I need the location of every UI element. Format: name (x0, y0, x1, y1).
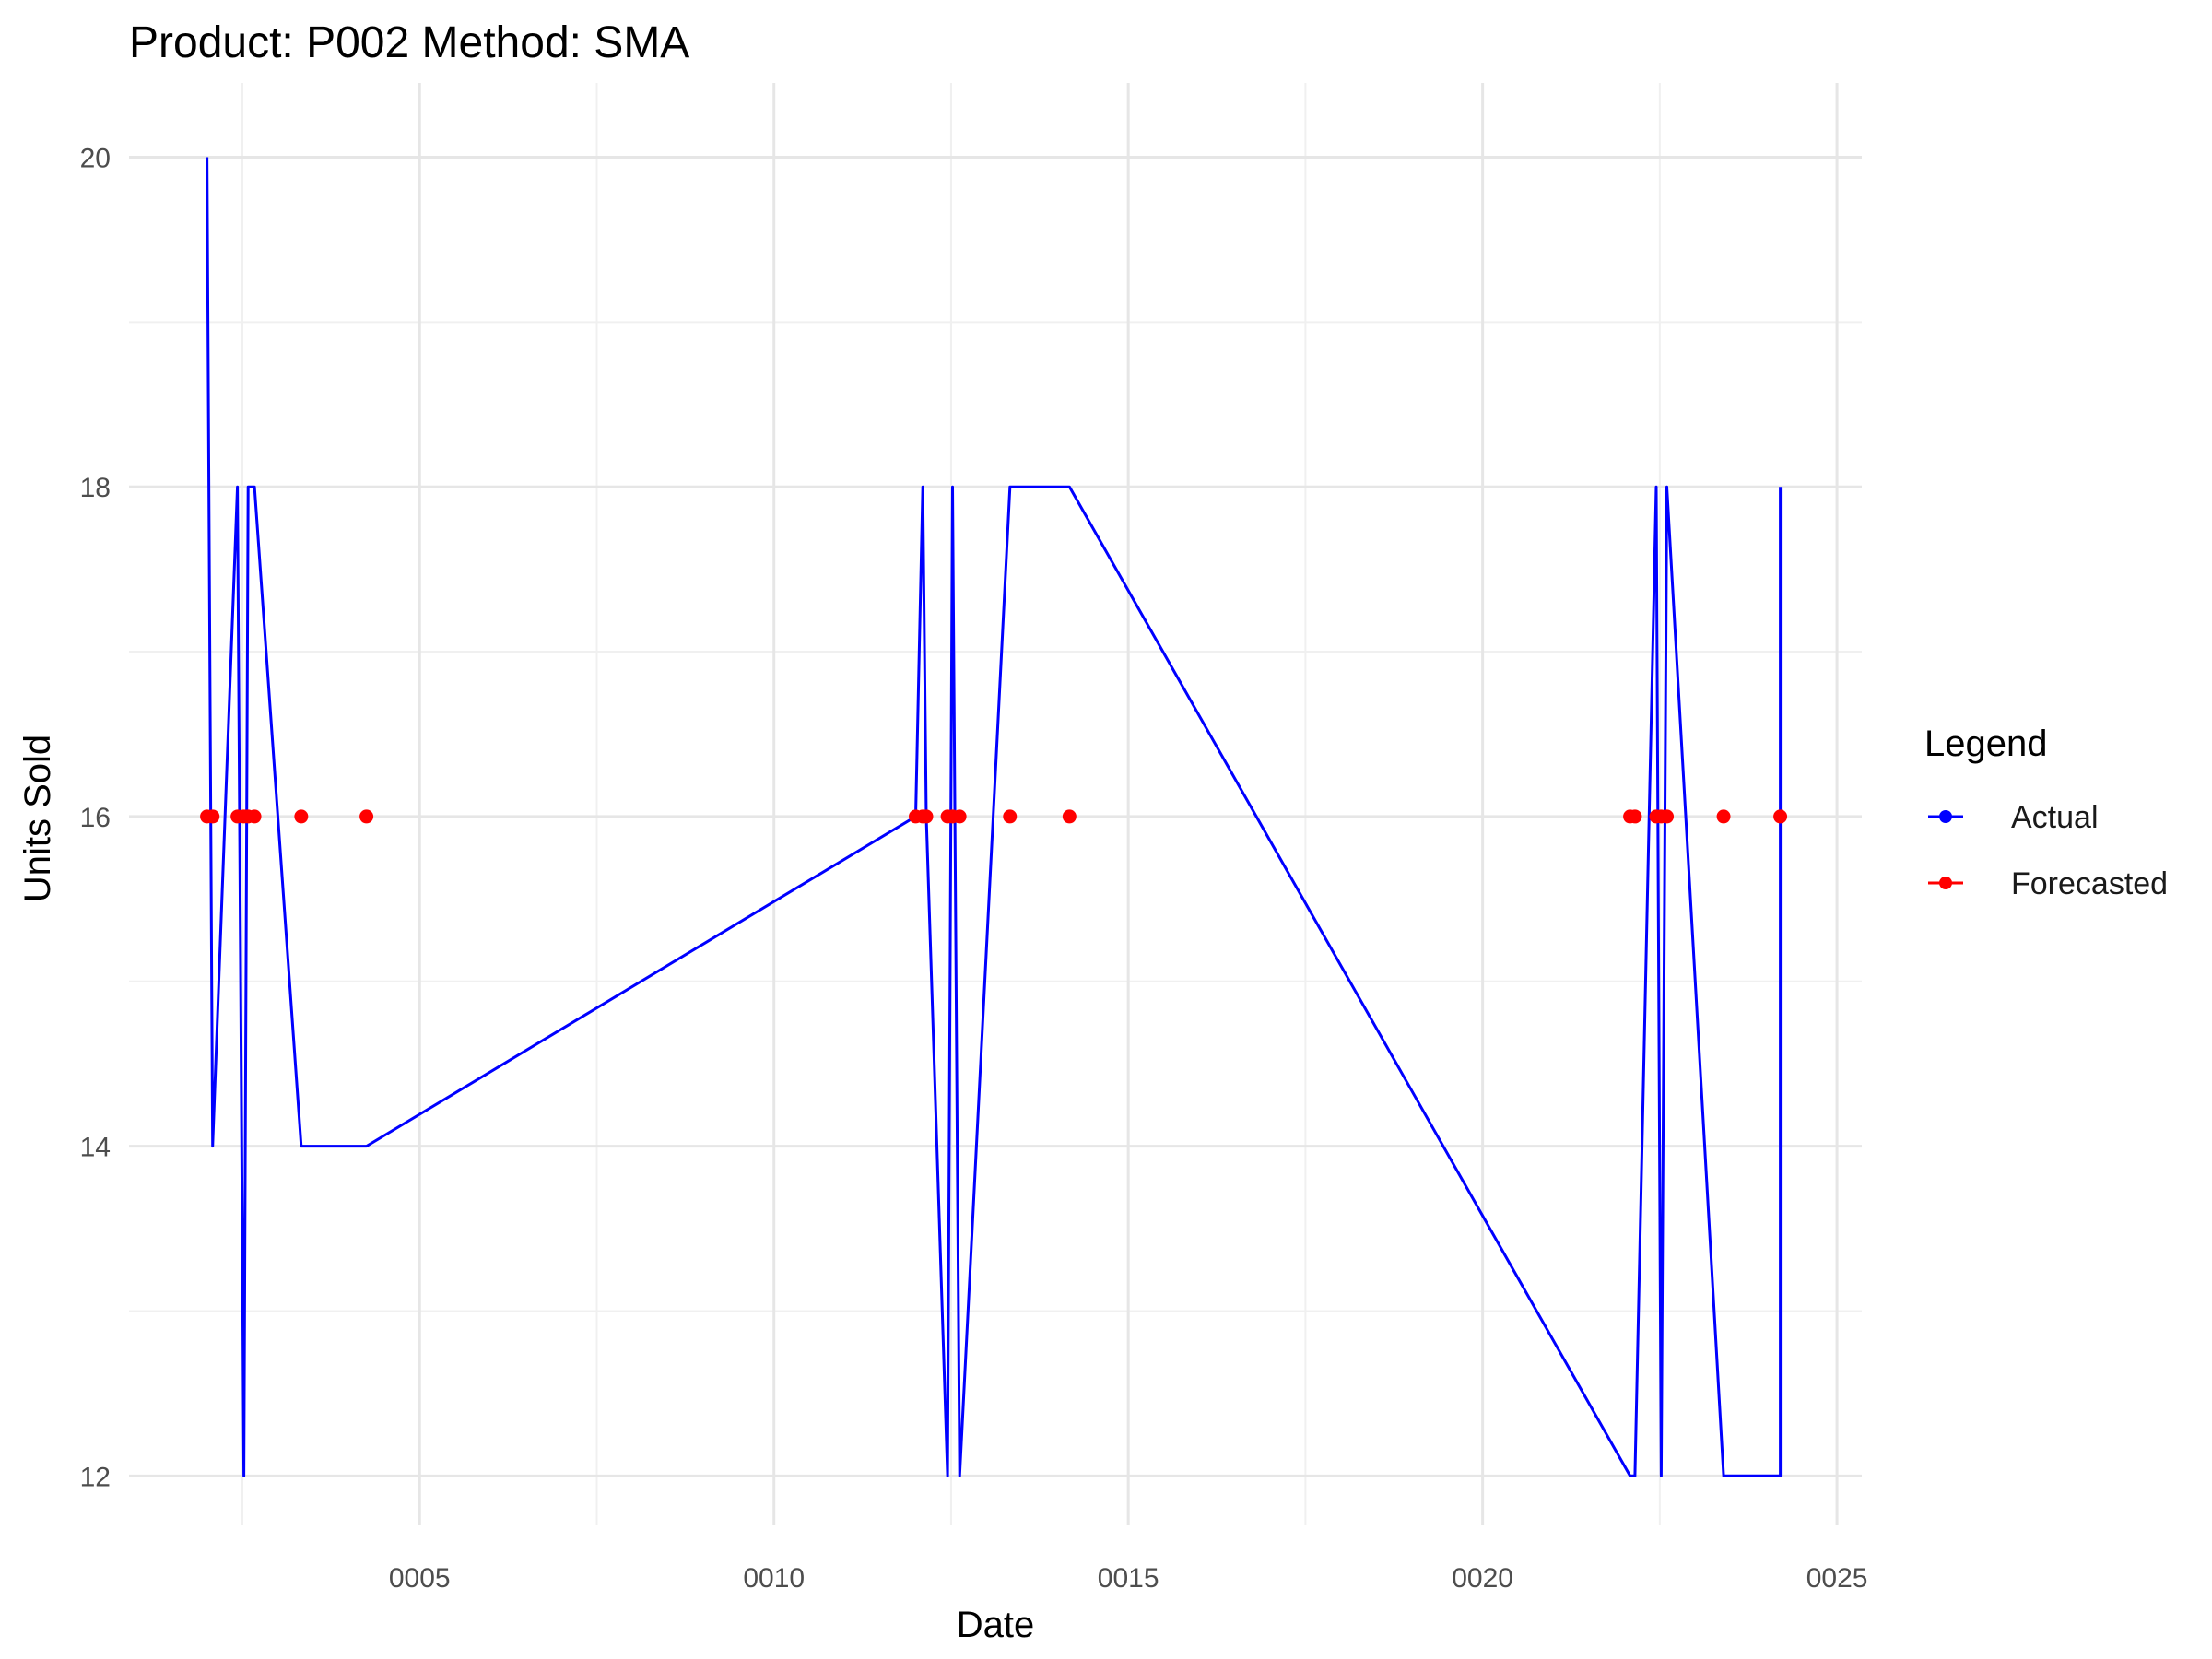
forecasted-data-point (919, 809, 934, 824)
major-gridlines (129, 83, 1862, 1525)
legend-item-forecasted: Forecasted (1928, 866, 2168, 901)
minor-gridlines (129, 83, 1862, 1525)
forecasted-data-point (1716, 809, 1731, 824)
legend: Legend Actual Forecasted (1924, 724, 2168, 901)
legend-title: Legend (1924, 724, 2047, 764)
y-axis-title: Units Sold (18, 735, 58, 902)
x-tick-label: 0025 (1806, 1563, 1868, 1594)
series-lines (206, 157, 1783, 1477)
forecasted-data-point (247, 809, 262, 824)
y-axis-ticks: 12 14 16 18 20 (80, 143, 111, 1492)
forecasted-data-point (359, 809, 374, 824)
x-tick-label: 0015 (1098, 1563, 1159, 1594)
x-tick-label: 0005 (389, 1563, 451, 1594)
legend-key-point (1939, 810, 1952, 823)
forecasted-data-point (1003, 809, 1018, 824)
x-tick-label: 0010 (743, 1563, 805, 1594)
actual-series-line (206, 157, 1783, 1477)
y-tick-label: 14 (80, 1133, 111, 1163)
legend-item-actual: Actual (1928, 800, 2099, 835)
chart-title: Product: P002 Method: SMA (129, 18, 689, 67)
legend-label: Actual (2011, 800, 2099, 835)
forecasted-data-point (1628, 809, 1642, 824)
forecasted-data-point (206, 809, 220, 824)
forecasted-data-point (1773, 809, 1788, 824)
forecasted-data-point (294, 809, 309, 824)
x-axis-title: Date (957, 1605, 1035, 1645)
y-tick-label: 16 (80, 803, 111, 833)
legend-key-point (1939, 877, 1952, 889)
y-tick-label: 12 (80, 1462, 111, 1492)
legend-label: Forecasted (2011, 866, 2168, 901)
forecasted-data-point (952, 809, 967, 824)
forecasted-data-point (1660, 809, 1675, 824)
y-tick-label: 20 (80, 143, 111, 173)
x-axis-ticks: 0005 0010 0015 0020 0025 (389, 1563, 1868, 1594)
y-tick-label: 18 (80, 473, 111, 503)
forecasted-data-point (1062, 809, 1077, 824)
series-points (200, 809, 1788, 824)
x-tick-label: 0020 (1452, 1563, 1513, 1594)
